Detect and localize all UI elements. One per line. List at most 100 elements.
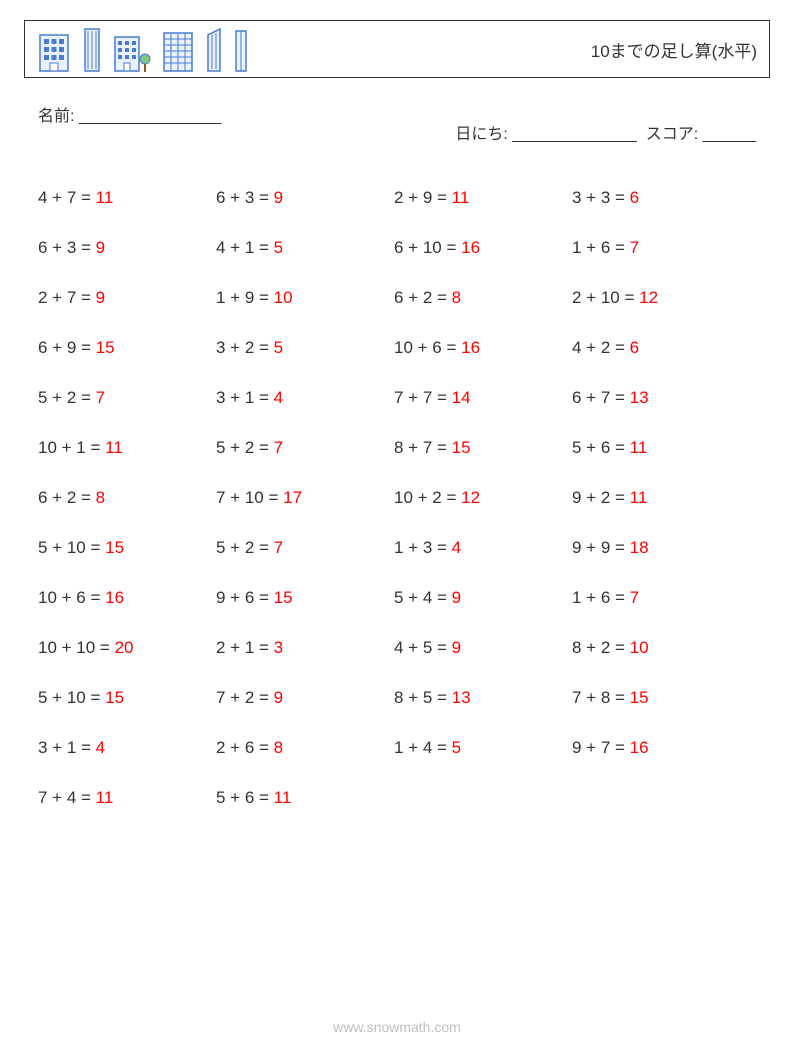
building-icon: [81, 27, 103, 73]
problem-answer: 9: [96, 288, 105, 307]
problem-answer: 12: [639, 288, 658, 307]
problem-answer: 3: [274, 638, 283, 657]
problem-expression: 2 + 6 =: [216, 738, 274, 757]
problem-answer: 10: [274, 288, 293, 307]
problem-cell: 6 + 3 = 9: [38, 238, 216, 258]
problem-cell: 4 + 7 = 11: [38, 188, 216, 208]
problem-answer: 7: [96, 388, 105, 407]
problem-answer: 4: [274, 388, 283, 407]
problem-cell: 9 + 6 = 15: [216, 588, 394, 608]
problem-answer: 16: [461, 238, 480, 257]
problem-expression: 1 + 9 =: [216, 288, 274, 307]
problem-cell: 1 + 6 = 7: [572, 238, 750, 258]
problem-cell: 5 + 10 = 15: [38, 538, 216, 558]
problem-cell: 10 + 6 = 16: [38, 588, 216, 608]
problem-expression: 1 + 4 =: [394, 738, 452, 757]
problem-answer: 7: [274, 538, 283, 557]
problem-expression: 6 + 2 =: [38, 488, 96, 507]
problem-row: 6 + 3 = 94 + 1 = 56 + 10 = 161 + 6 = 7: [38, 238, 756, 258]
problem-cell: 10 + 6 = 16: [394, 338, 572, 358]
problem-expression: 1 + 3 =: [394, 538, 452, 557]
building-icon: [161, 29, 195, 73]
building-icon: [37, 29, 71, 73]
problem-answer: 7: [630, 588, 639, 607]
problem-answer: 15: [452, 438, 471, 457]
building-icon: [113, 29, 151, 73]
problem-answer: 5: [274, 238, 283, 257]
problem-expression: 10 + 6 =: [38, 588, 105, 607]
problem-cell: 1 + 6 = 7: [572, 588, 750, 608]
problem-answer: 15: [274, 588, 293, 607]
problem-expression: 3 + 2 =: [216, 338, 274, 357]
problem-expression: 9 + 7 =: [572, 738, 630, 757]
problem-expression: 7 + 10 =: [216, 488, 283, 507]
problem-answer: 8: [96, 488, 105, 507]
problem-answer: 11: [105, 438, 123, 457]
problem-answer: 11: [96, 188, 114, 207]
meta-row: 名前: ________________ 日にち: ______________…: [24, 78, 770, 170]
problem-expression: 4 + 2 =: [572, 338, 630, 357]
problem-cell: 7 + 7 = 14: [394, 388, 572, 408]
date-label: 日にち: ______________: [455, 126, 636, 143]
problem-answer: 13: [452, 688, 471, 707]
problem-cell: 5 + 2 = 7: [216, 538, 394, 558]
score-label: スコア: ______: [646, 126, 756, 143]
problem-answer: 9: [274, 188, 283, 207]
problem-expression: 7 + 8 =: [572, 688, 630, 707]
problem-cell: 5 + 2 = 7: [38, 388, 216, 408]
problem-cell: 9 + 7 = 16: [572, 738, 750, 758]
problem-answer: 11: [630, 488, 648, 507]
problem-cell: 4 + 1 = 5: [216, 238, 394, 258]
problem-cell: 1 + 9 = 10: [216, 288, 394, 308]
problem-expression: 1 + 6 =: [572, 588, 630, 607]
problem-expression: 7 + 2 =: [216, 688, 274, 707]
header-box: 10までの足し算(水平): [24, 20, 770, 78]
problem-cell: 2 + 9 = 11: [394, 188, 572, 208]
problem-cell: 5 + 6 = 11: [572, 438, 750, 458]
problem-answer: 5: [452, 738, 461, 757]
problem-expression: 4 + 7 =: [38, 188, 96, 207]
problem-row: 4 + 7 = 116 + 3 = 92 + 9 = 113 + 3 = 6: [38, 188, 756, 208]
problem-expression: 10 + 6 =: [394, 338, 461, 357]
building-icon: [233, 27, 249, 73]
problem-expression: 5 + 10 =: [38, 688, 105, 707]
problem-row: 5 + 10 = 157 + 2 = 98 + 5 = 137 + 8 = 15: [38, 688, 756, 708]
problem-expression: 9 + 6 =: [216, 588, 274, 607]
problem-cell: 6 + 9 = 15: [38, 338, 216, 358]
problem-answer: 15: [96, 338, 115, 357]
buildings-icon-row: [37, 25, 249, 73]
problem-expression: 3 + 1 =: [38, 738, 96, 757]
problem-cell: 6 + 2 = 8: [38, 488, 216, 508]
problem-cell: 10 + 1 = 11: [38, 438, 216, 458]
problem-expression: 6 + 3 =: [216, 188, 274, 207]
problem-expression: 6 + 9 =: [38, 338, 96, 357]
problem-row: 6 + 2 = 87 + 10 = 1710 + 2 = 129 + 2 = 1…: [38, 488, 756, 508]
problem-expression: 3 + 1 =: [216, 388, 274, 407]
problem-answer: 6: [630, 188, 639, 207]
problem-answer: 11: [96, 788, 114, 807]
problem-expression: 2 + 7 =: [38, 288, 96, 307]
problem-cell: 4 + 2 = 6: [572, 338, 750, 358]
problem-cell: 2 + 10 = 12: [572, 288, 750, 308]
problem-expression: 7 + 4 =: [38, 788, 96, 807]
problem-cell: 8 + 5 = 13: [394, 688, 572, 708]
problem-expression: 8 + 7 =: [394, 438, 452, 457]
problem-answer: 15: [105, 688, 124, 707]
problem-cell: 2 + 6 = 8: [216, 738, 394, 758]
problem-answer: 9: [452, 638, 461, 657]
problem-answer: 15: [105, 538, 124, 557]
problem-answer: 6: [630, 338, 639, 357]
problem-cell: 7 + 8 = 15: [572, 688, 750, 708]
problem-cell: 3 + 1 = 4: [216, 388, 394, 408]
problem-expression: 5 + 2 =: [216, 438, 274, 457]
problem-row: 7 + 4 = 11 5 + 6 = 11: [38, 788, 756, 808]
problem-cell: 5 + 4 = 9: [394, 588, 572, 608]
worksheet-title: 10までの足し算(水平): [591, 37, 757, 62]
problem-expression: 5 + 6 =: [572, 438, 630, 457]
problem-answer: 16: [461, 338, 480, 357]
problem-answer: 4: [96, 738, 105, 757]
problem-expression: 1 + 6 =: [572, 238, 630, 257]
problem-expression: 9 + 9 =: [572, 538, 630, 557]
problem-answer: 10: [630, 638, 649, 657]
problem-cell: 5 + 6 = 11: [216, 788, 394, 808]
